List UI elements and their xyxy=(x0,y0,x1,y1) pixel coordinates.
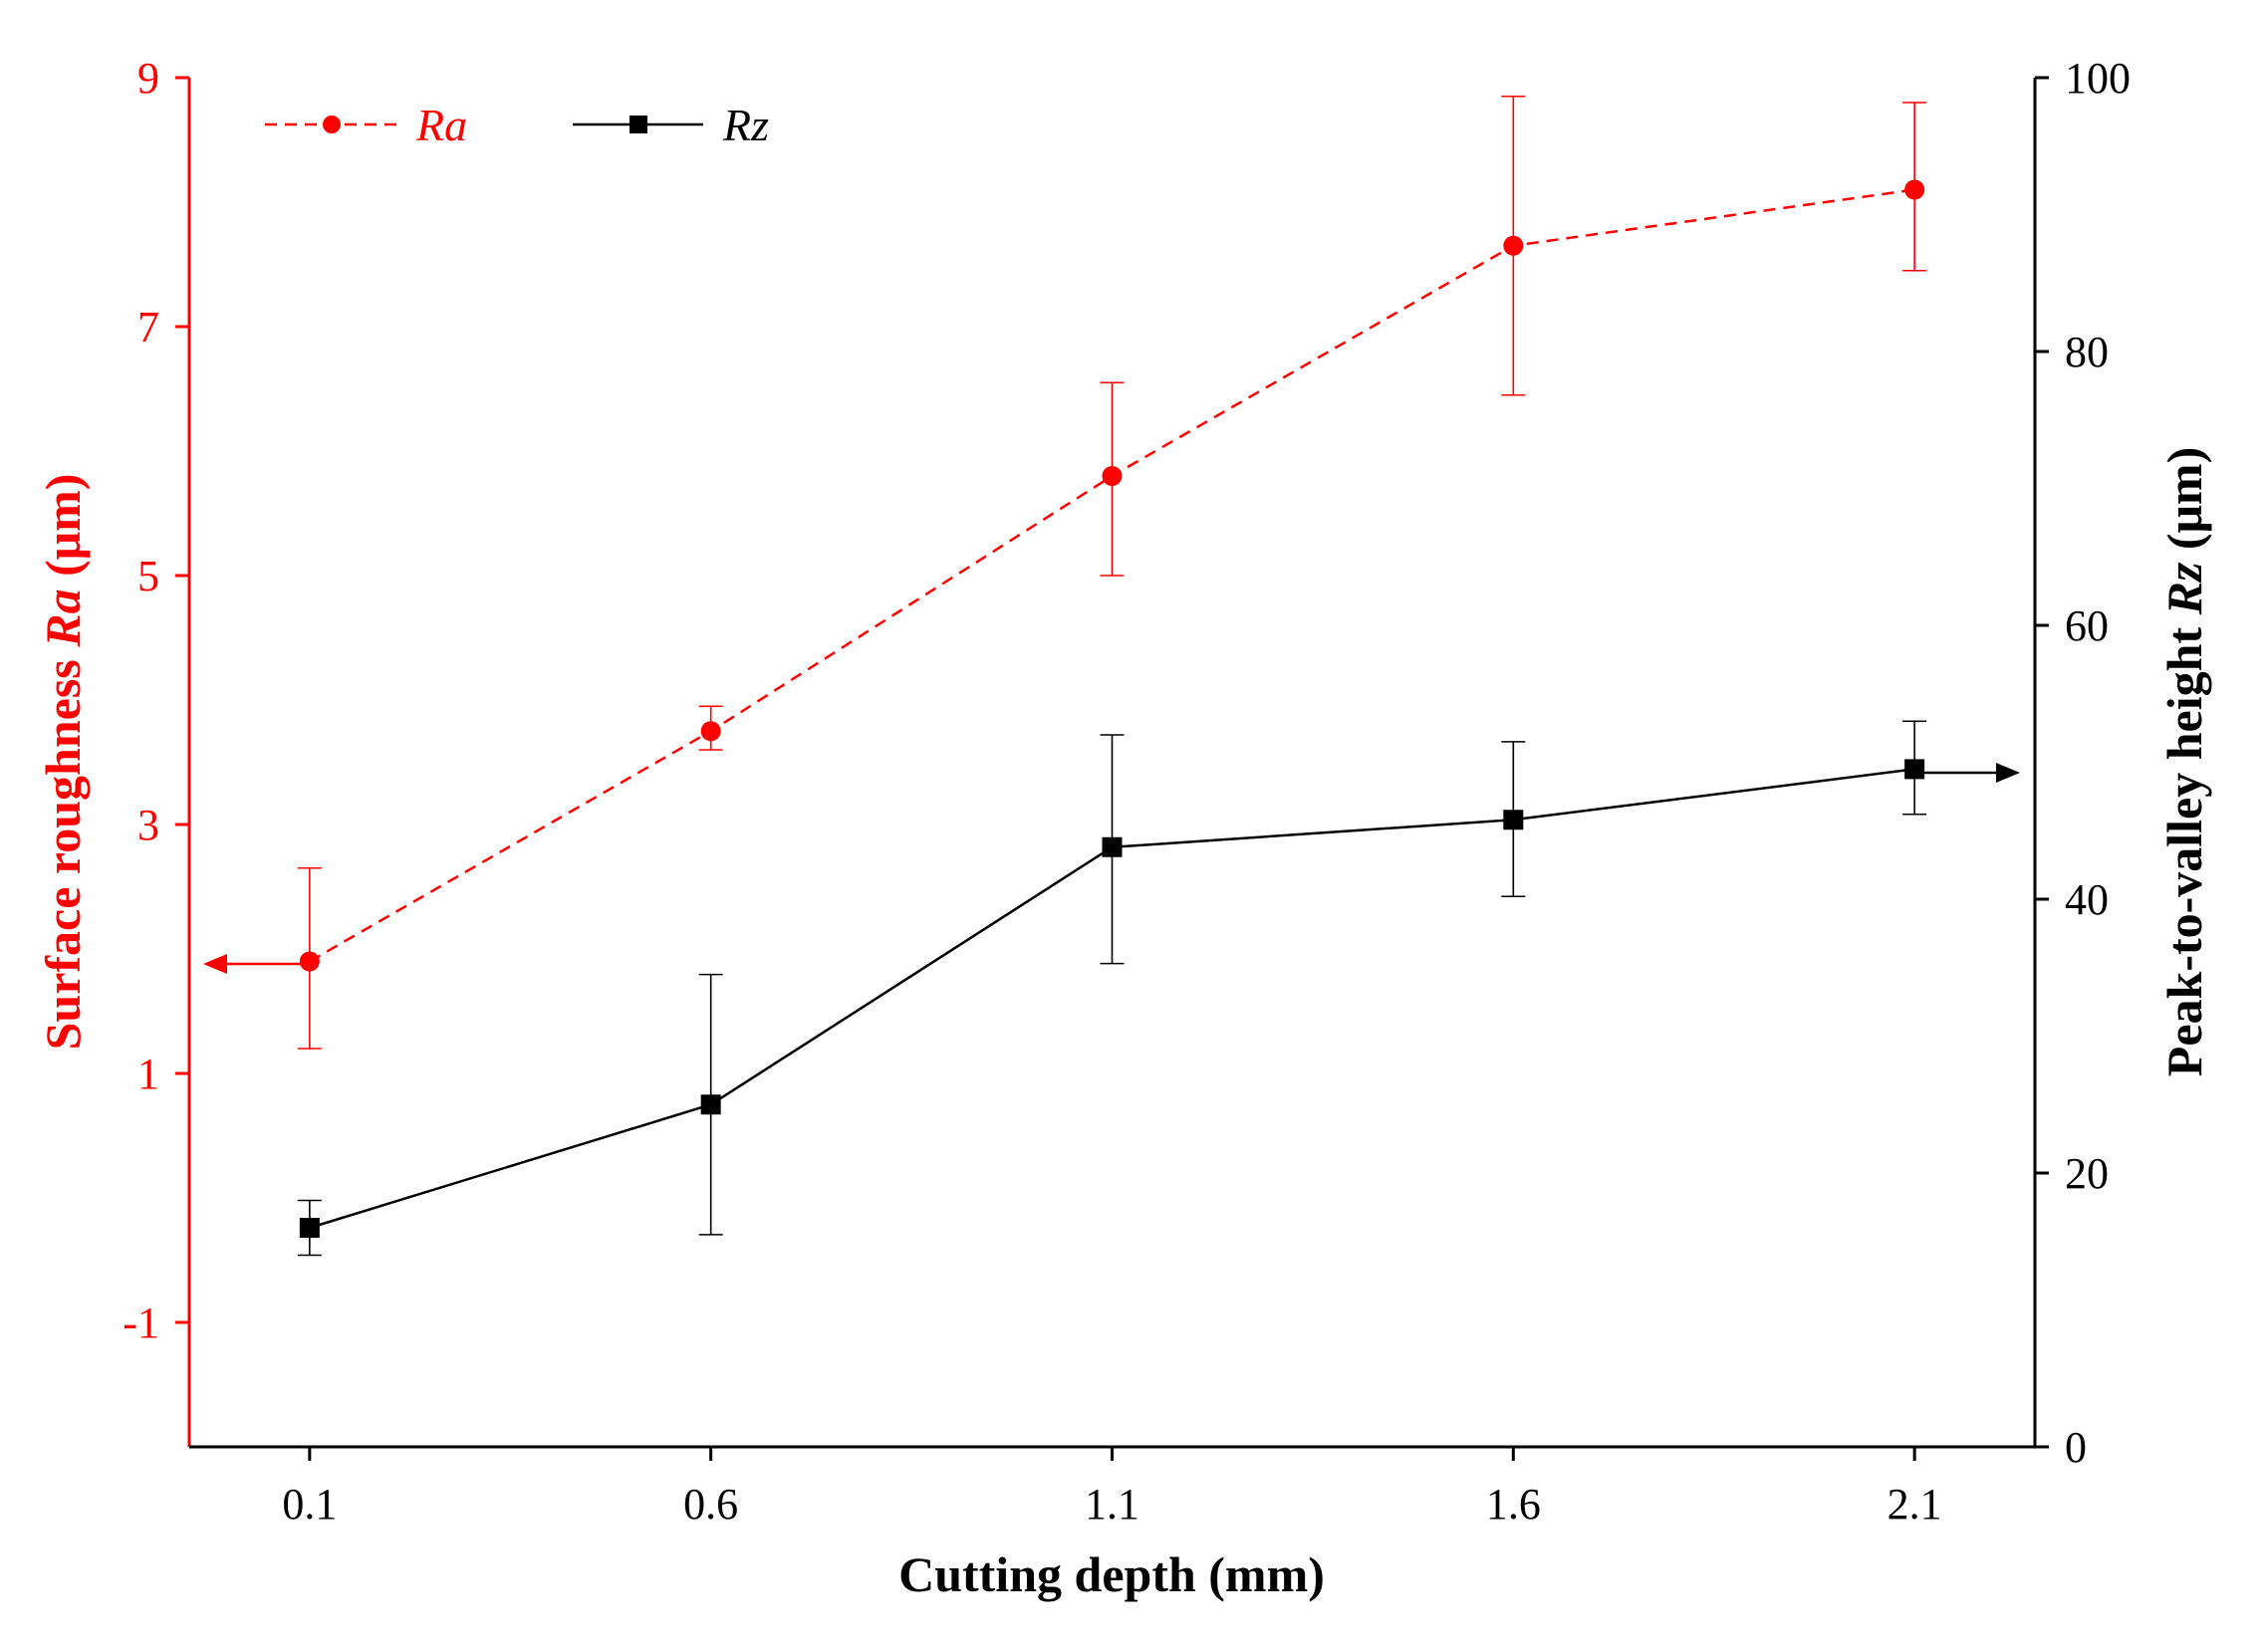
x-tick-label: 0.6 xyxy=(683,1480,738,1529)
rz-data-point xyxy=(700,1094,721,1115)
x-axis-ticks: 0.1 0.6 1.1 1.6 2.1 xyxy=(282,1447,1942,1529)
rz-data-point xyxy=(1904,759,1925,780)
x-tick-label: 1.1 xyxy=(1085,1480,1139,1529)
right-tick-label: 60 xyxy=(2065,601,2109,650)
legend-ra-label: Ra xyxy=(415,100,467,150)
left-tick-label: 9 xyxy=(137,54,159,103)
x-tick-label: 1.6 xyxy=(1486,1480,1541,1529)
left-axis-title-var: Ra xyxy=(35,589,91,647)
right-tick-label: 40 xyxy=(2065,875,2109,924)
series-ra xyxy=(297,95,1927,1050)
series-rz xyxy=(297,720,1927,1257)
ra-axis-arrow xyxy=(203,954,307,974)
x-tick-label: 2.1 xyxy=(1887,1480,1942,1529)
legend-entry-ra: Ra xyxy=(265,100,467,150)
ra-data-point xyxy=(299,951,320,972)
right-tick-label: 20 xyxy=(2065,1149,2109,1198)
x-axis-title: Cutting depth (mm) xyxy=(898,1546,1325,1602)
right-tick-label: 0 xyxy=(2065,1423,2087,1472)
left-tick-label: 5 xyxy=(137,552,159,600)
right-tick-label: 100 xyxy=(2065,54,2131,103)
right-tick-label: 80 xyxy=(2065,328,2109,376)
legend-ra-marker xyxy=(323,116,341,133)
ra-data-point xyxy=(1904,179,1925,200)
left-tick-label: 1 xyxy=(137,1050,159,1098)
right-axis-title: Peak-to-valley height Rz (μm) xyxy=(2156,447,2212,1076)
left-tick-label: 3 xyxy=(137,801,159,849)
right-axis-title-suffix: (μm) xyxy=(2156,447,2212,563)
left-tick-label: -1 xyxy=(123,1298,159,1347)
right-axis-title-prefix: Peak-to-valley height xyxy=(2156,614,2212,1076)
ra-data-point xyxy=(1503,235,1524,256)
legend: Ra Rz xyxy=(265,100,769,150)
left-axis-title-prefix: Surface roughness xyxy=(35,647,91,1051)
rz-data-point xyxy=(1102,836,1123,857)
rz-axis-arrow xyxy=(1912,763,2020,783)
left-axis-title: Surface roughness Ra (μm) xyxy=(35,474,91,1051)
rz-data-point xyxy=(299,1218,320,1238)
left-axis-title-suffix: (μm) xyxy=(35,474,91,590)
ra-data-point xyxy=(700,721,721,742)
left-axis-ticks: -1 1 3 5 7 9 xyxy=(123,54,189,1347)
right-axis-title-var: Rz xyxy=(2156,562,2212,615)
ra-data-point xyxy=(1102,466,1123,486)
x-tick-label: 0.1 xyxy=(282,1480,337,1529)
right-axis-ticks: 0 20 40 60 80 100 xyxy=(2035,54,2131,1472)
left-tick-label: 7 xyxy=(137,303,159,352)
rz-data-point xyxy=(1503,810,1524,830)
legend-rz-label: Rz xyxy=(722,100,769,150)
legend-entry-rz: Rz xyxy=(573,100,769,150)
series-layer xyxy=(297,95,1927,1257)
legend-rz-marker xyxy=(629,116,647,133)
